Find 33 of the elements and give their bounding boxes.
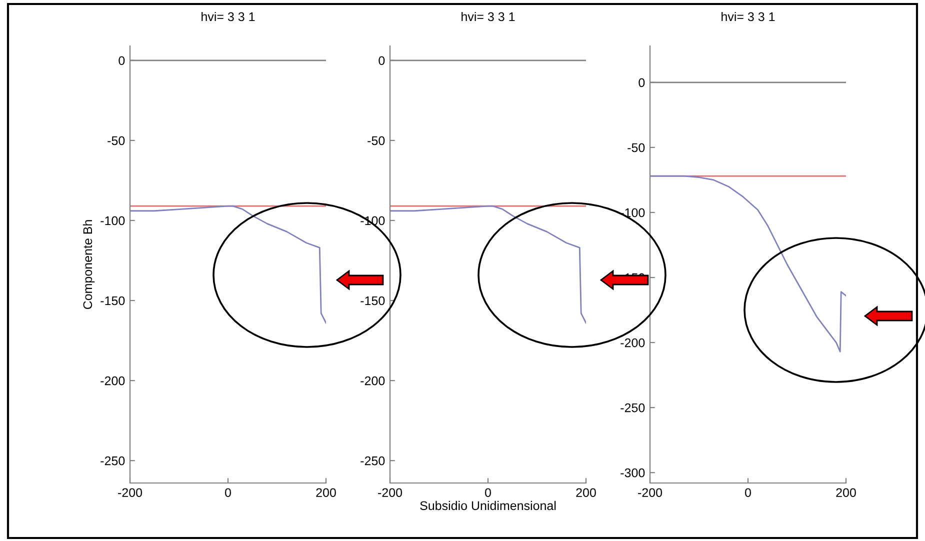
x-tick-label: 200: [316, 488, 336, 498]
y-tick-label: 0: [378, 56, 385, 66]
x-tick-label: 200: [836, 488, 856, 498]
line-series: [130, 205, 326, 324]
y-tick-label: -50: [368, 136, 385, 146]
y-tick-label: -150: [360, 296, 385, 306]
x-axis-title: Subsidio Unidimensional: [420, 500, 556, 510]
chart-title: hvi= 3 3 1: [722, 12, 775, 22]
y-tick-label: -100: [100, 216, 125, 226]
y-tick-label: -250: [100, 456, 125, 466]
y-tick-label: -200: [100, 376, 125, 386]
y-tick-label: -250: [360, 456, 385, 466]
y-tick-label: -250: [620, 403, 645, 412]
y-tick-label: -50: [628, 143, 645, 152]
y-tick-label: -200: [360, 376, 385, 386]
x-tick-label: -200: [378, 488, 402, 498]
y-tick-label: -200: [620, 338, 645, 348]
y-axis-title: Componente Bh: [82, 220, 95, 310]
y-tick-label: -300: [620, 468, 645, 478]
line-series: [390, 205, 586, 324]
y-tick-label: -150: [100, 296, 125, 306]
y-tick-label: 0: [638, 78, 645, 88]
x-tick-label: 0: [485, 488, 491, 498]
chart-title: hvi= 3 3 1: [462, 12, 515, 22]
chart-title: hvi= 3 3 1: [202, 12, 255, 22]
line-series: [650, 175, 846, 352]
y-tick-label: -50: [108, 136, 125, 146]
y-tick-label: 0: [118, 56, 125, 66]
x-tick-label: -200: [638, 488, 662, 498]
x-tick-label: 0: [745, 488, 751, 498]
x-tick-label: -200: [118, 488, 142, 498]
x-tick-label: 0: [225, 488, 231, 498]
x-tick-label: 200: [576, 488, 596, 498]
